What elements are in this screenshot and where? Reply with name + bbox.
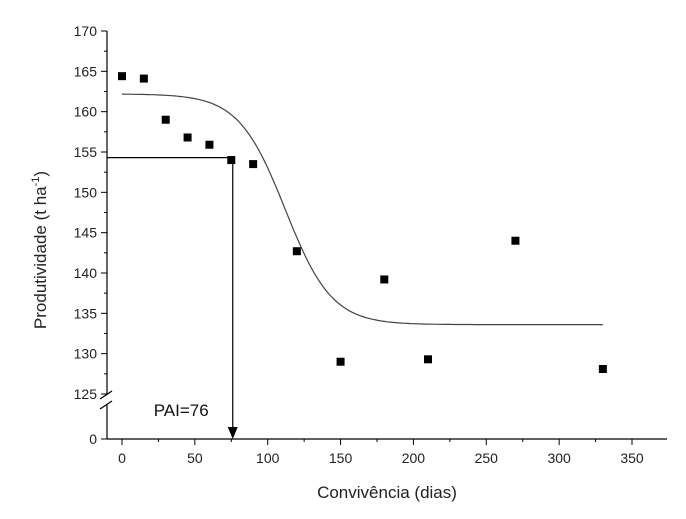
data-point	[292, 247, 301, 256]
data-point	[227, 156, 236, 165]
data-points	[118, 72, 607, 373]
data-point	[249, 160, 258, 169]
y-axis-label-close: )	[31, 171, 50, 177]
x-axis-label: Convivência (dias)	[317, 483, 457, 502]
data-point	[118, 72, 126, 81]
y-axis-break-mark	[99, 390, 113, 400]
y-tick-label: 125	[74, 386, 98, 402]
y-axis-label: Produtividade (t ha-1)	[30, 171, 50, 329]
x-tick-label: 300	[547, 450, 571, 466]
y-tick-label: 160	[74, 104, 98, 120]
x-tick-label: 50	[187, 450, 203, 466]
data-point	[511, 236, 520, 245]
pai-arrow-head	[227, 427, 238, 439]
fit-curve	[121, 93, 603, 326]
x-ticks: 0 50 100 150 200 250 300 350	[118, 439, 644, 466]
data-point	[183, 133, 192, 142]
x-tick-label: 250	[475, 450, 499, 466]
x-tick-label: 350	[620, 450, 644, 466]
pai-reference-lines	[107, 157, 238, 439]
y-axis-label-main: Produtividade (t ha	[31, 186, 50, 329]
x-tick-label: 0	[118, 450, 126, 466]
data-point	[380, 275, 389, 284]
data-point	[336, 357, 345, 366]
x-tick-label: 150	[329, 450, 353, 466]
data-point	[161, 115, 170, 124]
x-tick-label: 100	[256, 450, 280, 466]
y-tick-label: 140	[74, 265, 98, 281]
data-point	[205, 140, 214, 149]
y-tick-label: 130	[74, 346, 98, 362]
y-tick-label: 155	[74, 144, 98, 160]
y-tick-label: 145	[74, 225, 98, 241]
y-tick-label: 150	[74, 184, 98, 200]
y-tick-label: 135	[74, 305, 98, 321]
data-point	[598, 364, 607, 373]
data-point	[424, 355, 432, 364]
y-axis-label-superscript: -1	[30, 177, 42, 187]
y-ticks: 0 125 130 135 140 145 150 155 160 165 170	[74, 23, 107, 447]
y-tick-label: 0	[89, 431, 97, 447]
y-tick-label: 165	[74, 63, 98, 79]
y-tick-label: 170	[74, 23, 98, 39]
x-tick-label: 200	[402, 450, 426, 466]
y-axis-break-mark	[99, 400, 113, 410]
data-point	[139, 74, 148, 83]
pai-annotation: PAI=76	[154, 401, 209, 420]
axes	[99, 31, 667, 440]
